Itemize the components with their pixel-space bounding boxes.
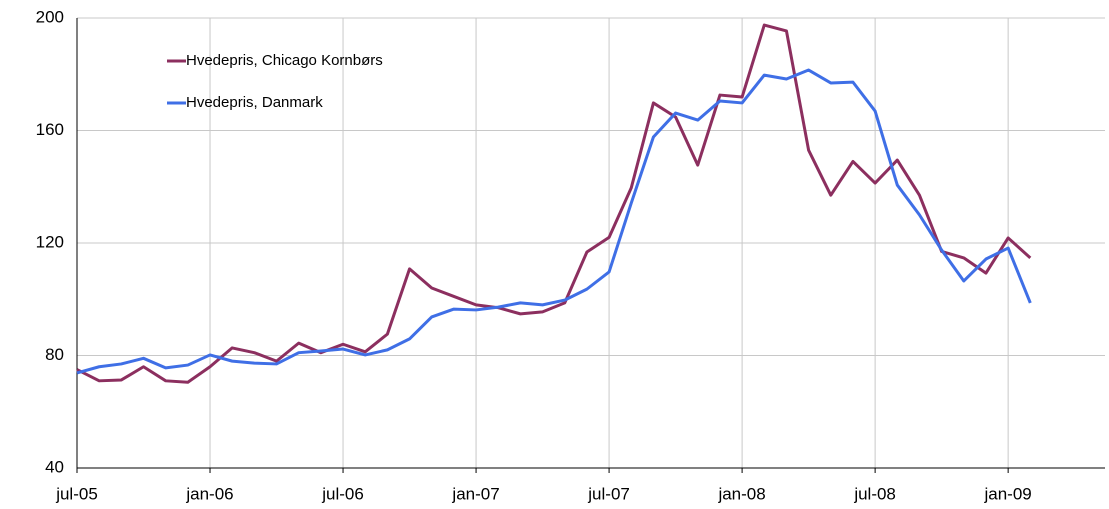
x-tick-label: jan-09 — [984, 484, 1032, 503]
x-tick-label: jul-07 — [587, 484, 630, 503]
line-series — [76, 68, 1032, 375]
x-tick-label: jul-06 — [321, 484, 364, 503]
y-tick-label: 160 — [36, 120, 64, 139]
legend-text: Hvedepris, Danmark — [186, 94, 323, 111]
x-tick-label: jan-08 — [717, 484, 765, 503]
y-tick-label: 200 — [36, 7, 64, 26]
x-tick-label: jul-08 — [853, 484, 896, 503]
x-tick-label: jan-06 — [185, 484, 233, 503]
y-tick-label: 40 — [45, 457, 64, 476]
legend-text: Hvedepris, Chicago Kornbørs — [186, 52, 383, 69]
x-tick-label: jul-05 — [55, 484, 98, 503]
y-tick-label: 120 — [36, 232, 64, 251]
y-tick-label: 80 — [45, 345, 64, 364]
line-series — [76, 23, 1032, 384]
x-tick-label: jan-07 — [451, 484, 499, 503]
